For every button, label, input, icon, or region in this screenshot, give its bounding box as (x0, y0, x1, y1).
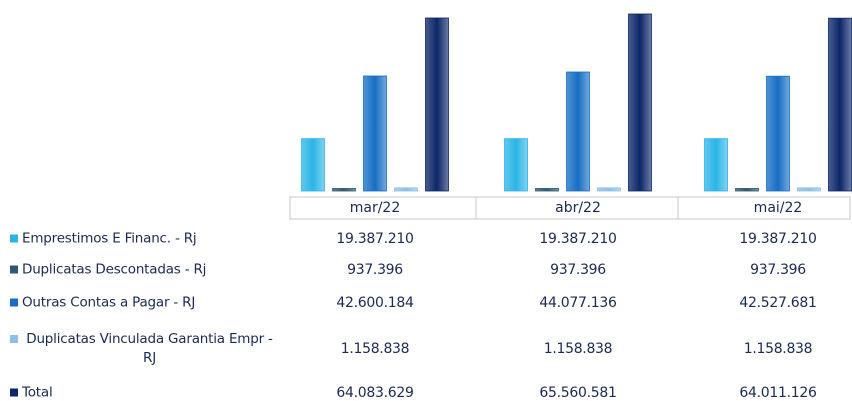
category-label: mar/22 (349, 200, 401, 216)
legend-entry: Emprestimos E Financ. - Rj (10, 230, 285, 249)
value-label: 937.396 (750, 262, 806, 278)
legend-swatch (10, 234, 18, 243)
category-label: mai/22 (753, 200, 803, 216)
bar (797, 187, 821, 192)
value-label: 64.083.629 (336, 385, 414, 401)
legend-swatch (10, 388, 18, 397)
table-header-border (289, 196, 851, 220)
bar (766, 75, 790, 192)
value-label: 1.158.838 (340, 341, 410, 357)
value-label: 64.011.126 (739, 385, 817, 401)
bar (535, 188, 559, 192)
bar (425, 17, 449, 192)
legend-swatch (10, 298, 18, 307)
legend-label: Total (22, 384, 53, 401)
value-label: 44.077.136 (539, 295, 617, 311)
category-label: abr/22 (555, 200, 601, 216)
legend-entry: Outras Contas a Pagar - RJ (10, 294, 285, 313)
bar (828, 17, 852, 192)
value-label: 42.600.184 (336, 295, 414, 311)
bar (363, 75, 387, 192)
value-label: 19.387.210 (336, 231, 414, 247)
legend-swatch (10, 265, 18, 274)
legend-label: Duplicatas Vinculada Garantia Empr - RJ (26, 331, 273, 366)
legend-entry: Duplicatas Vinculada Garantia Empr - RJ (10, 330, 285, 368)
bar (704, 138, 728, 192)
value-label: 937.396 (550, 262, 606, 278)
bar (301, 138, 325, 192)
legend-label: Duplicatas Descontadas - Rj (22, 261, 207, 278)
legend-entry: Duplicatas Descontadas - Rj (10, 261, 285, 280)
value-label: 1.158.838 (743, 341, 813, 357)
value-label: 937.396 (347, 262, 403, 278)
legend-label: Outras Contas a Pagar - RJ (22, 294, 196, 311)
value-label: 42.527.681 (739, 295, 817, 311)
bar (394, 187, 418, 192)
bar (332, 188, 356, 192)
bar (566, 71, 590, 192)
legend-entry: Total (10, 384, 285, 401)
bar (504, 138, 528, 192)
value-label: 65.560.581 (539, 385, 617, 401)
legend-label: Emprestimos E Financ. - Rj (22, 230, 197, 247)
bar (735, 188, 759, 192)
value-label: 1.158.838 (543, 341, 613, 357)
bar (628, 13, 652, 192)
bar (597, 187, 621, 192)
value-label: 19.387.210 (739, 231, 817, 247)
legend-swatch (10, 335, 18, 343)
value-label: 19.387.210 (539, 231, 617, 247)
